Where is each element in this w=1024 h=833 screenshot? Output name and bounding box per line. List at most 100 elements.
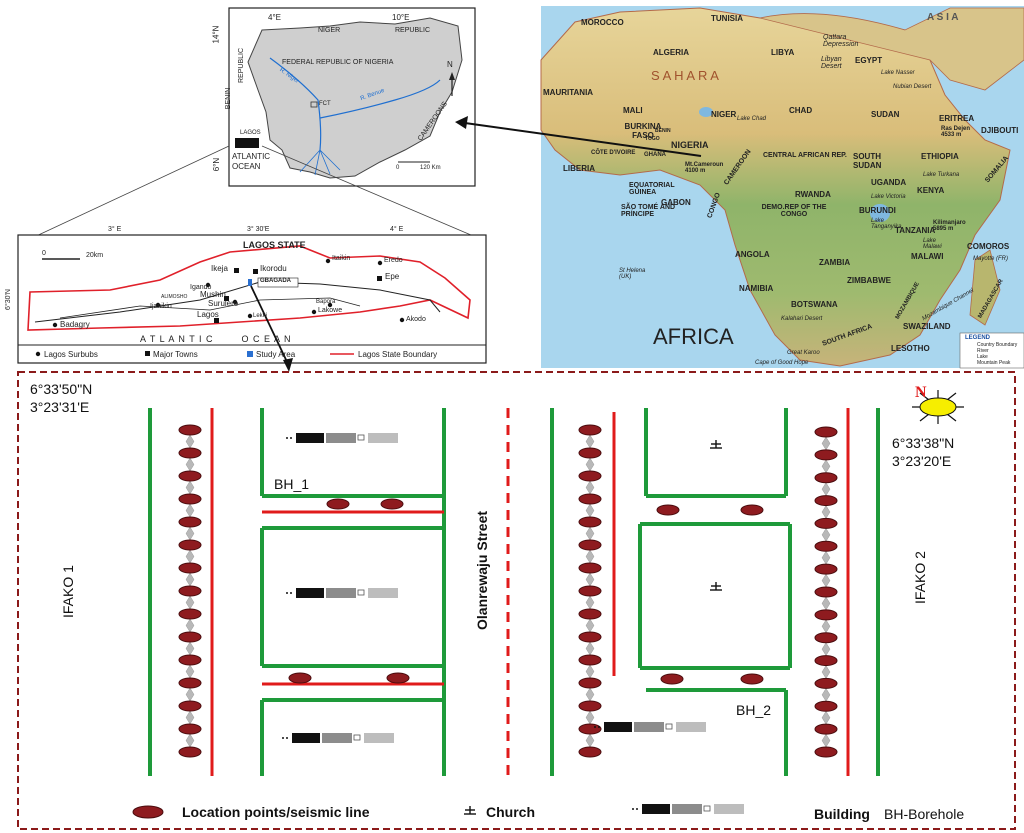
location-point-marker <box>178 424 202 436</box>
location-point-marker <box>740 504 764 516</box>
neighbor-benin: BENIN <box>225 87 233 110</box>
place-epe: Epe <box>385 272 400 281</box>
country-south-africa: SOUTH AFRICA <box>821 323 874 348</box>
lagos-box <box>235 138 259 148</box>
location-point-marker <box>178 654 202 666</box>
place-mushin: Mushin <box>200 290 226 299</box>
feature-lake-victoria: Lake Victoria <box>871 194 906 200</box>
buildings <box>282 433 706 743</box>
location-point-marker <box>814 655 838 667</box>
legend-borehole-label: BH-Borehole <box>884 806 965 822</box>
feature-ras-dejen: Ras Dejen 4533 m <box>941 126 971 138</box>
country-sudan: SUDAN <box>871 110 900 119</box>
fct-label: FCT <box>319 101 331 107</box>
country-swaziland: SWAZILAND <box>903 322 951 331</box>
country-malawi: MALAWI <box>911 252 944 261</box>
feature-lake-tanganyika: Lake Tanganyika <box>871 218 902 230</box>
location-point-marker <box>578 585 602 597</box>
benue-river <box>319 79 441 119</box>
neighbor-niger: NIGER <box>318 27 341 34</box>
location-point-marker <box>578 700 602 712</box>
country-kenya: KENYA <box>917 186 945 195</box>
place-ikeja: Ikeja <box>211 264 228 273</box>
feature-mt-cameroun: Mt.Cameroun 4100 m <box>685 162 724 174</box>
coord-nw-lon: 3°23'31'E <box>30 399 90 415</box>
feature-great-karoo: Great Karoo <box>787 350 820 356</box>
country-lesotho: LESOTHO <box>891 344 930 353</box>
location-point-marker <box>814 700 838 712</box>
place-ikorodu: Ikorodu <box>260 264 287 273</box>
place-surulere: Surulere <box>208 299 239 308</box>
location-point-marker <box>578 470 602 482</box>
madagascar-shape <box>969 249 1001 326</box>
location-point-marker <box>578 654 602 666</box>
neighbor-cameroons: CAMEROONS <box>416 100 449 143</box>
location-point-marker <box>814 449 838 461</box>
legend-boundary: Lagos State Boundary <box>358 350 438 359</box>
country-chad: CHAD <box>789 106 813 115</box>
africa-legend-title: LEGEND <box>965 335 991 341</box>
study-area-marker <box>248 279 252 286</box>
lon-4e: 4° E <box>390 226 404 233</box>
country-drc: DEMO.REP OF THE CONGO <box>761 204 827 218</box>
location-point-marker <box>326 498 350 510</box>
location-point-marker <box>178 631 202 643</box>
lon-label-4e: 4°E <box>268 13 281 22</box>
lagos-state-boundary <box>27 245 471 331</box>
coord-ne: 6°33'38"N 3°23'20'E <box>892 434 954 470</box>
fct-marker <box>310 101 318 108</box>
lon-3-30e: 3° 30'E <box>247 226 270 233</box>
lake-chad <box>699 107 713 117</box>
legend-study-area: Study Area <box>256 350 296 359</box>
ocean-label-1: ATLANTIC <box>232 152 271 161</box>
location-point-marker <box>178 746 202 758</box>
ocean-background <box>541 6 1024 368</box>
location-point-marker <box>656 504 680 516</box>
country-nigeria: NIGERIA <box>671 140 709 150</box>
feature-st-helena: St Helena (UK) <box>619 268 646 280</box>
location-point-marker <box>578 677 602 689</box>
place-igando: Igando <box>190 284 212 291</box>
location-points <box>178 424 838 758</box>
country-egypt: EGYPT <box>855 56 883 65</box>
legend-church-label: Church <box>486 804 535 820</box>
lon-3e: 3° E <box>108 226 122 233</box>
country-burkina-faso: BURKINA FASO <box>624 122 662 140</box>
street-ifako-1: IFAKO 1 <box>60 565 76 618</box>
country-uganda: UGANDA <box>871 178 907 187</box>
country-tunisia: TUNISIA <box>711 14 743 23</box>
country-ethiopia: ETHIOPIA <box>921 152 959 161</box>
country-morocco: MOROCCO <box>581 18 624 27</box>
building-icon <box>286 588 398 598</box>
place-lekki: Lekki <box>253 313 268 319</box>
sahara-label: S A H A R A <box>651 68 719 83</box>
country-rwanda: RWANDA <box>795 190 831 199</box>
country-equatorial-guinea: EQUATORIAL GUINEA <box>629 182 675 196</box>
location-point-marker <box>814 563 838 575</box>
coord-nw-lat: 6°33'50"N <box>30 381 93 397</box>
location-point-marker <box>814 540 838 552</box>
road-network <box>148 408 880 776</box>
feature-mozambique-channel: Mozambique Channel <box>921 287 975 323</box>
place-akodo: Akodo <box>406 316 426 323</box>
feature-kalahari: Kalahari Desert <box>781 316 823 322</box>
location-point-marker <box>578 447 602 459</box>
legend-building-label: Building <box>814 806 870 822</box>
lat-6-30n: 6°30'N <box>4 289 12 310</box>
location-point-marker <box>178 447 202 459</box>
location-point-marker <box>178 700 202 712</box>
country-cameroon: CAMEROON <box>723 148 753 187</box>
place-gbagada: GBAGADA <box>260 278 291 284</box>
location-point-marker <box>578 516 602 528</box>
location-point-marker <box>578 493 602 505</box>
place-badagry: Badagry <box>60 320 90 329</box>
location-point-marker <box>814 723 838 735</box>
country-algeria: ALGERIA <box>653 48 689 57</box>
lake-victoria <box>870 204 890 222</box>
lat-label-14n: 14°N <box>211 25 221 44</box>
country-mauritania: MAURITANIA <box>543 88 594 97</box>
feature-lake-turkana: Lake Turkana <box>923 172 960 178</box>
place-ijanikin: Ijanikin <box>150 303 172 310</box>
